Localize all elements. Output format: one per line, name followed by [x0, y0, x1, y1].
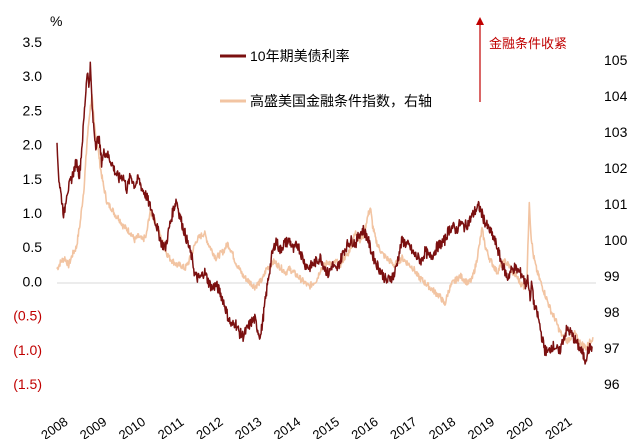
legend-label-real-yield: 10年期美债利率 — [250, 48, 350, 64]
x-tick-label: 2014 — [271, 414, 303, 439]
x-tick-label: 2018 — [426, 414, 458, 439]
right-tick-label: 96 — [604, 376, 620, 392]
left-tick-label: 2.5 — [23, 102, 43, 118]
x-tick-label: 2021 — [542, 414, 574, 439]
x-tick-label: 2009 — [77, 414, 109, 439]
series-line-real-yield — [56, 61, 593, 365]
right-tick-label: 100 — [604, 232, 628, 248]
tightening-annotation: 金融条件收紧 — [476, 17, 567, 102]
x-tick-label: 2017 — [387, 414, 419, 439]
right-tick-label: 99 — [604, 268, 620, 284]
x-tick-label: 2016 — [348, 414, 380, 439]
left-tick-label: 1.5 — [23, 171, 43, 187]
right-tick-label: 104 — [604, 88, 628, 104]
legend-label-fci: 高盛美国金融条件指数，右轴 — [250, 93, 432, 109]
x-tick-labels: 2008 2009 2010 2011 2012 2013 2014 2015 2016 2017… — [38, 414, 574, 443]
legend-item-fci: 高盛美国金融条件指数，右轴 — [220, 93, 432, 109]
left-tick-label: 1.0 — [23, 205, 43, 221]
right-tick-label: 102 — [604, 160, 628, 176]
right-tick-label: 97 — [604, 340, 620, 356]
right-tick-label: 101 — [604, 196, 628, 212]
legend: 10年期美债利率 高盛美国金融条件指数，右轴 — [220, 48, 432, 109]
series-line-fci — [56, 93, 594, 351]
y-unit-label: % — [50, 13, 62, 29]
annotation-label: 金融条件收紧 — [489, 36, 567, 51]
series-layer — [56, 61, 594, 365]
x-tick-label: 2020 — [504, 414, 536, 439]
left-tick-label: 3.0 — [23, 68, 43, 84]
x-tick-label: 2010 — [116, 414, 148, 439]
x-tick-label: 2008 — [38, 414, 70, 439]
x-tick-label: 2011 — [155, 414, 187, 439]
right-tick-label: 103 — [604, 124, 628, 140]
legend-item-real-yield: 10年期美债利率 — [220, 48, 350, 64]
right-tick-labels: 105 104 103 102 101 100 99 98 97 96 — [604, 52, 628, 392]
left-tick-label: (0.5) — [13, 308, 42, 324]
left-tick-label: 0.0 — [23, 273, 43, 289]
x-tick-label: 2013 — [232, 414, 264, 439]
left-tick-label: (1.0) — [13, 342, 42, 358]
left-tick-label: (1.5) — [13, 376, 42, 392]
left-tick-label: 0.5 — [23, 239, 43, 255]
left-tick-labels: 3.5 3.0 2.5 2.0 1.5 1.0 0.5 0.0 (0.5) (1.0) (1.5) — [13, 34, 42, 392]
x-tick-label: 2019 — [465, 414, 497, 439]
x-tick-label: 2012 — [193, 414, 225, 439]
annotation-arrow-head — [476, 17, 484, 25]
left-tick-label: 3.5 — [23, 34, 43, 50]
right-tick-label: 105 — [604, 52, 628, 68]
left-tick-label: 2.0 — [23, 137, 43, 153]
x-tick-label: 2015 — [310, 414, 342, 439]
right-tick-label: 98 — [604, 304, 620, 320]
